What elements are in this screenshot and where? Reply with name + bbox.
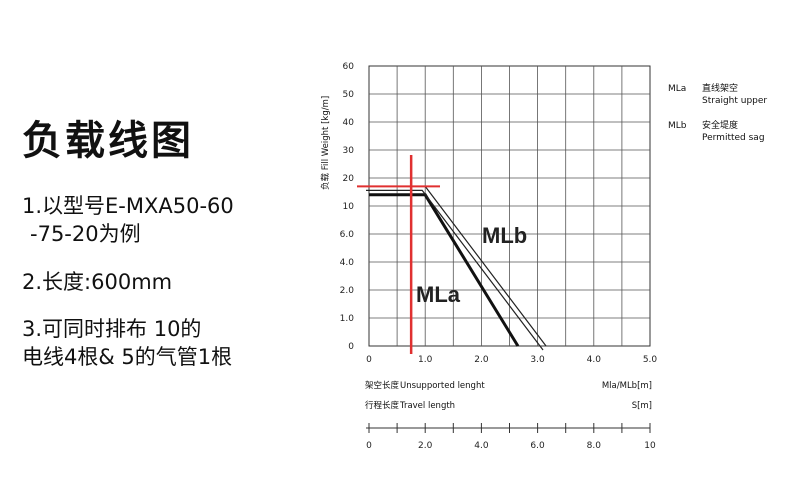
- y-tick-label: 2.0: [340, 286, 355, 296]
- series-line-mlb: [369, 185, 547, 347]
- note-example-model: 1.以型号E-MXA50-60 -75-20为例: [22, 192, 234, 248]
- x2-tick-label: 10: [644, 441, 656, 451]
- x2-axis-label-en: Travel length: [399, 401, 455, 411]
- note-line: 2.长度:600mm: [22, 270, 173, 294]
- legend-cn-mla: 直线架空: [702, 82, 738, 94]
- legend-en-mla: Straight upper: [702, 96, 767, 106]
- chart-series: [366, 185, 547, 351]
- y-tick-label: 4.0: [340, 258, 355, 268]
- example-marker: [357, 155, 440, 354]
- x2-tick-label: 0: [366, 441, 372, 451]
- series-line-mlb-inner: [366, 189, 544, 351]
- x-tick-label: 3.0: [530, 355, 545, 365]
- y-tick-label: 60: [343, 62, 355, 72]
- x-axis-label-en: Unsupported lenght: [400, 381, 485, 391]
- x2-tick-label: 6.0: [530, 441, 545, 451]
- y-tick-label: 6.0: [340, 230, 355, 240]
- legend-cn-mlb: 安全堤度: [702, 119, 738, 131]
- page-title: 负载线图: [22, 118, 194, 164]
- y-tick-label: 1.0: [340, 314, 355, 324]
- legend-mla: MLa 直线架空 Straight upper: [668, 82, 767, 106]
- y-tick-label: 20: [343, 174, 355, 184]
- x-tick-label: 5.0: [643, 355, 658, 365]
- note-layout: 3.可同时排布 10的 电线4根& 5的气管1根: [22, 315, 232, 371]
- x-axis-unit: Mla/MLb[m]: [602, 381, 652, 391]
- y-tick-labels: 60 50 40 30 20 10 6.0 4.0 2.0 1.0 0: [340, 62, 355, 352]
- y-tick-label: 50: [343, 90, 355, 100]
- x-axis-label-cn: 架空长度: [365, 380, 400, 391]
- y-axis-label: 负载 Fill Weight [kg/m]: [320, 96, 331, 190]
- legend-code-mlb: MLb: [668, 121, 687, 131]
- chart-grid: [368, 65, 651, 347]
- note-line: 电线4根& 5的气管1根: [22, 345, 233, 369]
- x-tick-label: 1.0: [418, 355, 433, 365]
- legend-en-mlb: Permitted sag: [702, 133, 765, 143]
- y-tick-label: 40: [343, 118, 355, 128]
- y-tick-label: 0: [348, 342, 354, 352]
- legend-mlb: MLb 安全堤度 Permitted sag: [668, 119, 765, 143]
- x-tick-label: 4.0: [587, 355, 602, 365]
- note-line: 1.以型号E-MXA50-60: [22, 194, 234, 218]
- x2-tick-label: 2.0: [418, 441, 433, 451]
- note-length: 2.长度:600mm: [22, 268, 172, 296]
- x2-tick-label: 8.0: [587, 441, 602, 451]
- curve-label-mla: MLa: [416, 282, 461, 307]
- y-tick-label: 10: [343, 202, 355, 212]
- x2-axis-label-cn: 行程长度: [365, 400, 400, 411]
- y-tick-label: 30: [343, 146, 355, 156]
- x2-axis-unit: S[m]: [632, 401, 652, 411]
- note-line: 3.可同时排布 10的: [22, 317, 202, 341]
- travel-length-axis: 0 2.0 4.0 6.0 8.0 10: [366, 423, 656, 451]
- curve-label-mlb: MLb: [482, 223, 527, 248]
- legend-code-mla: MLa: [668, 84, 686, 94]
- x-tick-label: 0: [366, 355, 372, 365]
- x-tick-labels: 0 1.0 2.0 3.0 4.0 5.0: [366, 355, 657, 365]
- note-line: -75-20为例: [30, 222, 141, 246]
- x2-tick-label: 4.0: [474, 441, 489, 451]
- series-line-mla: [369, 193, 520, 347]
- x-tick-label: 2.0: [474, 355, 489, 365]
